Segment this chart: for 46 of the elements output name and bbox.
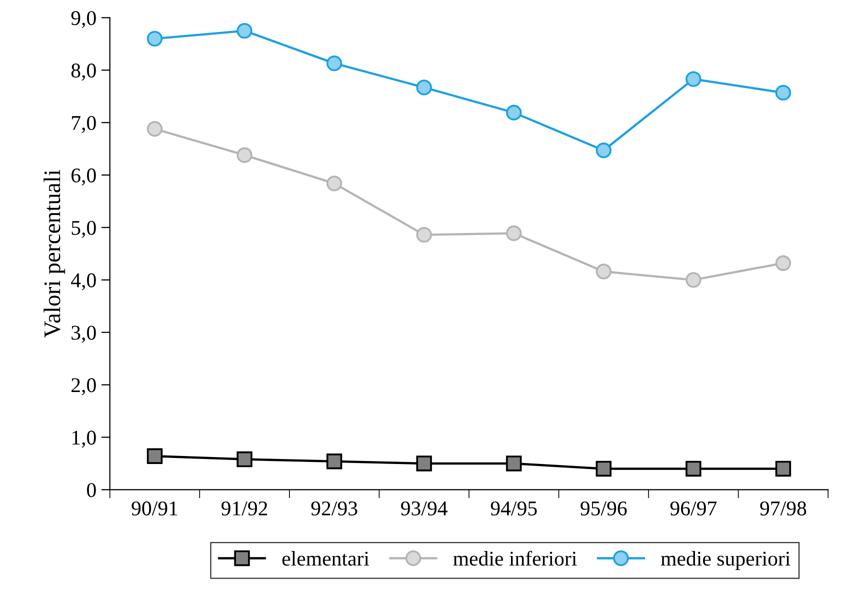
point bbox=[326, 176, 342, 192]
point bbox=[416, 80, 432, 96]
point bbox=[146, 448, 163, 464]
point bbox=[506, 456, 522, 472]
point bbox=[775, 460, 792, 477]
point bbox=[775, 255, 792, 271]
point bbox=[596, 460, 612, 477]
x-tick-label: 93/94 bbox=[401, 501, 448, 516]
point bbox=[326, 454, 342, 470]
legend-label: medie superiori bbox=[660, 551, 790, 570]
x-tick-label: 96/97 bbox=[670, 501, 717, 516]
legend-label: medie inferiori bbox=[453, 550, 577, 566]
x-tick-label: 95/96 bbox=[580, 501, 627, 516]
y-axis-title: Valori percentuali bbox=[44, 170, 66, 338]
point bbox=[596, 142, 612, 158]
y-tick-label: 9,0 bbox=[71, 11, 96, 28]
x-tick-label: 92/93 bbox=[311, 501, 358, 516]
x-tick-label: 97/98 bbox=[760, 501, 806, 516]
y-tick-label: 7,0 bbox=[72, 116, 96, 134]
y-tick-label: 8,0 bbox=[71, 64, 96, 81]
point bbox=[686, 460, 702, 477]
y-tick-label: 3,0 bbox=[72, 326, 96, 343]
x-tick-label: 94/95 bbox=[490, 501, 537, 516]
point bbox=[416, 456, 432, 472]
point bbox=[686, 71, 702, 87]
y-tick-label: 4,0 bbox=[71, 273, 96, 290]
x-tick-label: 91/92 bbox=[221, 501, 268, 516]
point bbox=[146, 30, 163, 47]
point bbox=[326, 55, 342, 72]
point bbox=[416, 226, 432, 243]
y-tick-label: 6,0 bbox=[72, 168, 96, 186]
y-tick-label: 1,0 bbox=[72, 430, 96, 448]
point bbox=[686, 272, 702, 288]
point bbox=[146, 121, 163, 137]
y-tick-label: 0 bbox=[87, 483, 96, 498]
legend-label: elementari bbox=[282, 551, 370, 566]
y-tick-label: 5,0 bbox=[72, 220, 96, 238]
point bbox=[775, 84, 792, 101]
point bbox=[236, 451, 252, 468]
point bbox=[506, 225, 522, 242]
point bbox=[236, 22, 252, 39]
y-tick-label: 2,0 bbox=[72, 378, 96, 396]
point bbox=[596, 264, 612, 280]
x-tick-label: 90/91 bbox=[132, 501, 178, 516]
point bbox=[506, 104, 522, 120]
point bbox=[236, 147, 252, 163]
